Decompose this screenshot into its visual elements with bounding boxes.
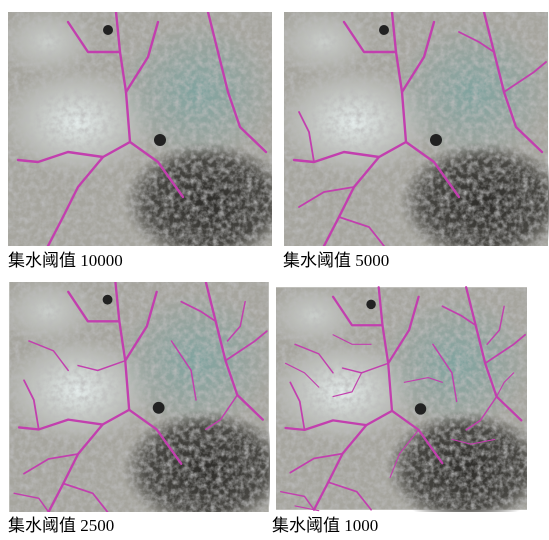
map-image: [276, 285, 527, 512]
caption: 集水阈值 10000: [8, 251, 123, 271]
map-image: [8, 282, 270, 512]
caption: 集水阈值 5000: [283, 251, 389, 271]
map-image: [283, 12, 549, 246]
figure: 集水阈值 10000 集水阈值 5000 集水阈值 2500 集水阈值 1000: [0, 0, 549, 540]
caption: 集水阈值 1000: [272, 516, 378, 536]
caption: 集水阈值 2500: [8, 516, 114, 536]
map-image: [8, 12, 272, 246]
